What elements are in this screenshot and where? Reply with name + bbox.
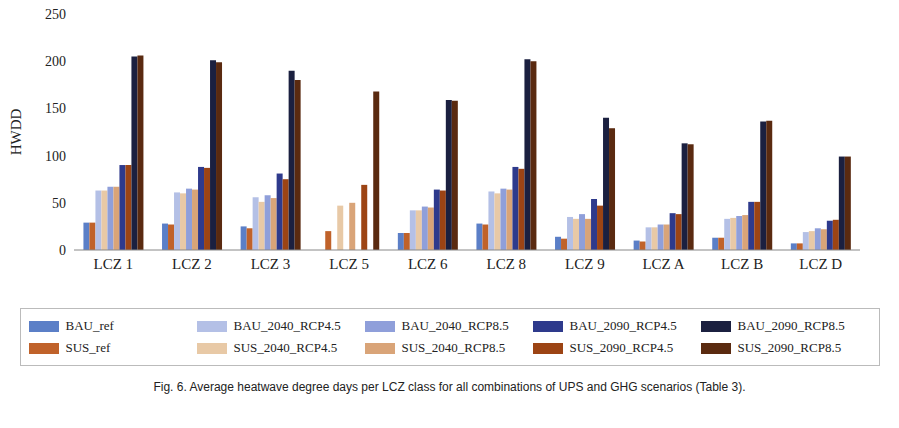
svg-text:HWDD: HWDD	[8, 109, 24, 156]
svg-text:LCZ B: LCZ B	[721, 256, 763, 272]
html-text:Fig. 6. Average heatwave degre: Fig. 6. Average heatwave degree days per…	[153, 380, 746, 394]
svg-text:200: 200	[45, 54, 66, 69]
svg-text:0: 0	[59, 243, 66, 258]
html-text:BAU_2040_RCP4.5: BAU_2040_RCP4.5	[233, 318, 341, 333]
html-text:SUS_ref: SUS_ref	[65, 340, 111, 355]
html-text:BAU_2090_RCP4.5: BAU_2090_RCP4.5	[569, 318, 677, 333]
svg-text:LCZ 8: LCZ 8	[487, 256, 527, 272]
svg-text:100: 100	[45, 149, 66, 164]
html-text:SUS_2090_RCP4.5: SUS_2090_RCP4.5	[569, 340, 674, 355]
svg-text:50: 50	[52, 196, 66, 211]
html-text:SUS_2040_RCP8.5: SUS_2040_RCP8.5	[401, 340, 506, 355]
svg-text:LCZ 1: LCZ 1	[94, 256, 134, 272]
html-text:SUS_2090_RCP8.5: SUS_2090_RCP8.5	[737, 340, 842, 355]
svg-text:LCZ 6: LCZ 6	[408, 256, 448, 272]
html-text:BAU_ref: BAU_ref	[65, 318, 114, 333]
svg-text:LCZ 2: LCZ 2	[172, 256, 212, 272]
html-text:BAU_2040_RCP8.5: BAU_2040_RCP8.5	[401, 318, 509, 333]
svg-text:250: 250	[45, 7, 66, 22]
svg-text:LCZ 9: LCZ 9	[565, 256, 605, 272]
svg-text:LCZ D: LCZ D	[799, 256, 842, 272]
svg-text:150: 150	[45, 101, 66, 116]
svg-text:LCZ A: LCZ A	[642, 256, 684, 272]
svg-text:LCZ 5: LCZ 5	[329, 256, 369, 272]
html-text:BAU_2090_RCP8.5: BAU_2090_RCP8.5	[737, 318, 845, 333]
html-text:SUS_2040_RCP4.5: SUS_2040_RCP4.5	[233, 340, 338, 355]
svg-text:LCZ 3: LCZ 3	[251, 256, 291, 272]
